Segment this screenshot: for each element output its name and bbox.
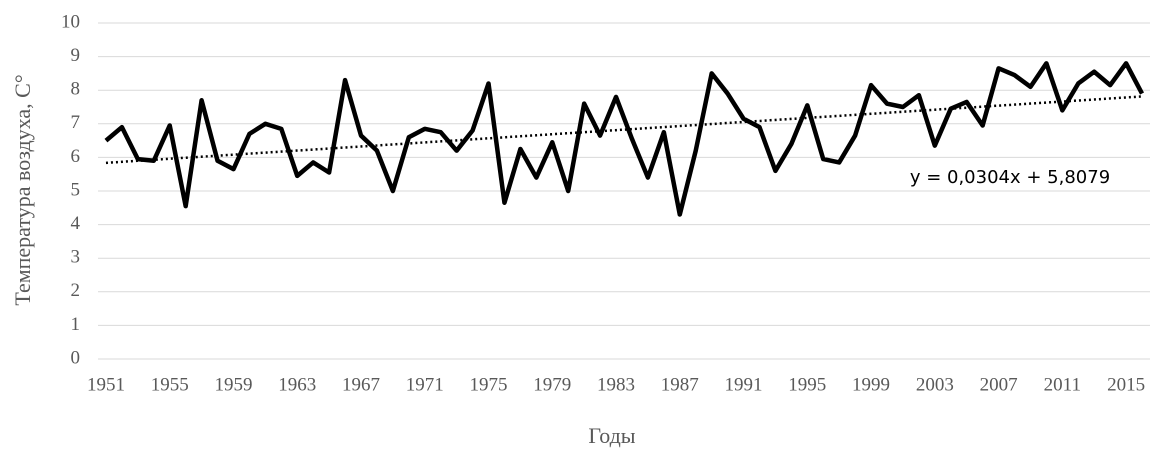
y-tick-label: 10 bbox=[61, 11, 80, 32]
y-tick-label: 7 bbox=[71, 112, 81, 133]
y-tick-label: 2 bbox=[71, 280, 81, 301]
x-tick-label: 1963 bbox=[278, 374, 316, 395]
x-tick-label: 1975 bbox=[470, 374, 508, 395]
y-tick-label: 8 bbox=[71, 79, 81, 100]
x-tick-label: 1955 bbox=[151, 374, 189, 395]
y-tick-label: 6 bbox=[71, 146, 81, 167]
x-tick-label: 1995 bbox=[788, 374, 826, 395]
x-tick-label: 1951 bbox=[87, 374, 125, 395]
x-tick-label: 1983 bbox=[597, 374, 635, 395]
trendline bbox=[105, 95, 1143, 165]
x-tick-label: 2015 bbox=[1107, 374, 1145, 395]
x-axis-label: Годы bbox=[588, 423, 635, 448]
y-tick-label: 5 bbox=[71, 179, 81, 200]
x-tick-label: 2011 bbox=[1044, 374, 1081, 395]
x-tick-label: 1987 bbox=[661, 374, 699, 395]
x-tick-label: 1959 bbox=[214, 374, 252, 395]
data-line bbox=[104, 61, 1145, 217]
y-tick-label: 4 bbox=[71, 213, 81, 234]
trendline-equation: y = 0,0304x + 5,8079 bbox=[910, 167, 1110, 188]
x-tick-label: 1999 bbox=[852, 374, 890, 395]
x-tick-label: 2007 bbox=[980, 374, 1018, 395]
y-axis-label: Температура воздуха, С° bbox=[10, 74, 35, 305]
x-tick-label: 1979 bbox=[533, 374, 571, 395]
y-tick-label: 1 bbox=[71, 314, 81, 335]
y-tick-label: 0 bbox=[71, 347, 81, 368]
x-tick-label: 1967 bbox=[342, 374, 380, 395]
x-tick-label: 1971 bbox=[406, 374, 444, 395]
x-tick-label: 2003 bbox=[916, 374, 954, 395]
x-tick-label: 1991 bbox=[725, 374, 763, 395]
y-tick-label: 9 bbox=[71, 45, 81, 66]
y-tick-label: 3 bbox=[71, 247, 81, 268]
